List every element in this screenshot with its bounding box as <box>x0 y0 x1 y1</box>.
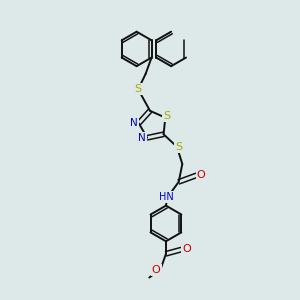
Text: O: O <box>196 170 206 180</box>
Text: N: N <box>130 118 138 128</box>
Text: S: S <box>175 142 182 152</box>
Text: HN: HN <box>159 192 173 202</box>
Text: O: O <box>152 265 161 275</box>
Text: N: N <box>138 133 146 143</box>
Text: S: S <box>163 111 170 121</box>
Text: O: O <box>182 244 191 254</box>
Text: S: S <box>135 84 142 94</box>
